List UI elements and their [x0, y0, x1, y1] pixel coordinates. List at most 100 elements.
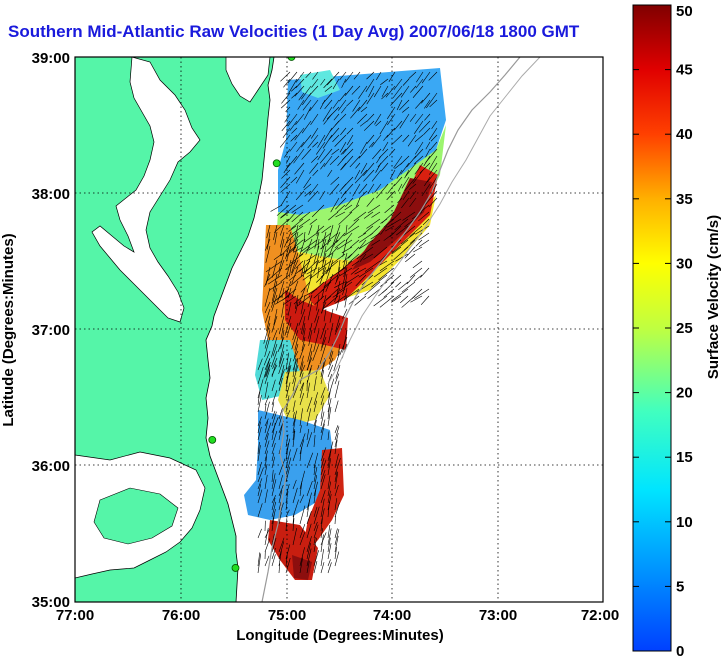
velocity-vector	[309, 218, 318, 225]
velocity-vector	[276, 280, 285, 304]
velocity-vector	[323, 78, 333, 89]
velocity-vector	[294, 357, 299, 373]
velocity-vector	[337, 239, 353, 250]
bathymetry-contour	[261, 57, 521, 602]
velocity-vector	[338, 259, 341, 272]
velocity-vector	[303, 183, 312, 191]
velocity-vector	[392, 288, 409, 301]
velocity-vector	[373, 85, 382, 98]
velocity-vector	[363, 120, 375, 131]
velocity-vector	[401, 281, 416, 293]
velocity-vector	[287, 113, 298, 127]
velocity-vector	[359, 190, 368, 199]
velocity-vector	[281, 120, 291, 132]
velocity-vector	[391, 246, 402, 255]
velocity-vector	[386, 127, 396, 138]
velocity-vector	[313, 488, 317, 504]
velocity-vector	[264, 273, 271, 287]
velocity-vector	[395, 253, 409, 262]
velocity-vector	[264, 440, 270, 455]
velocity-vector	[366, 113, 375, 122]
velocity-vector	[420, 267, 430, 278]
velocity-vector	[429, 141, 438, 151]
velocity-vector	[418, 120, 431, 133]
x-tick-label: 72:00	[581, 607, 619, 624]
velocity-vector	[384, 225, 395, 232]
velocity-vector	[271, 422, 276, 441]
velocity-vector	[293, 238, 299, 252]
velocity-vector	[264, 336, 271, 357]
velocity-vector	[414, 148, 424, 159]
velocity-vector	[309, 267, 325, 279]
pamlico-sound-land	[93, 487, 179, 545]
velocity-vector	[294, 162, 305, 175]
velocity-vector	[285, 238, 292, 260]
velocity-vector	[367, 204, 381, 214]
velocity-vector	[270, 204, 283, 212]
velocity-vector	[409, 183, 417, 190]
velocity-vector	[292, 518, 295, 532]
velocity-vector	[264, 474, 268, 490]
velocity-vector	[278, 563, 281, 574]
velocity-vector	[334, 439, 338, 455]
velocity-vector	[386, 190, 396, 201]
velocity-vector	[257, 394, 262, 413]
velocity-vector	[306, 428, 310, 441]
velocity-vector	[257, 552, 261, 567]
velocity-vector	[327, 562, 332, 574]
velocity-vector	[285, 518, 288, 532]
velocity-vector	[334, 528, 338, 539]
velocity-vector	[313, 537, 317, 553]
velocity-vector	[317, 134, 326, 148]
velocity-vector	[328, 245, 334, 258]
y-tick-label: 39:00	[32, 50, 70, 67]
velocity-vector	[277, 336, 285, 352]
velocity-vector	[302, 322, 306, 335]
velocity-vector	[321, 329, 327, 348]
velocity-vector	[342, 329, 348, 353]
velocity-vector	[292, 429, 295, 441]
velocity-patch-red-core	[300, 165, 438, 310]
velocity-vector	[340, 148, 347, 155]
velocity-vector	[292, 322, 299, 341]
velocity-vector	[387, 183, 396, 194]
velocity-vector	[292, 479, 297, 490]
velocity-vector	[299, 547, 305, 567]
velocity-vector	[396, 169, 403, 179]
velocity-vector	[257, 391, 261, 406]
velocity-vector	[271, 410, 276, 420]
velocity-vector	[271, 456, 276, 469]
velocity-vector	[344, 294, 348, 308]
velocity-vector	[424, 176, 431, 187]
velocity-vector	[307, 190, 319, 202]
velocity-vector	[320, 474, 326, 490]
velocity-vector	[298, 218, 311, 228]
velocity-vector	[321, 301, 327, 314]
velocity-vector	[274, 231, 278, 245]
velocity-vector	[271, 442, 276, 455]
velocity-vector	[271, 411, 277, 427]
velocity-vector	[331, 148, 340, 155]
velocity-vector	[334, 426, 340, 441]
velocity-vector	[291, 127, 298, 134]
velocity-vector	[313, 550, 319, 567]
velocity-vector	[327, 378, 335, 399]
velocity-vector	[320, 457, 325, 469]
velocity-vector	[278, 484, 284, 497]
velocity-vector	[404, 169, 410, 179]
velocity-vector	[320, 562, 325, 574]
velocity-vector	[299, 557, 303, 574]
velocity-vector	[321, 280, 327, 300]
velocity-vector	[280, 246, 290, 257]
velocity-vector	[280, 329, 285, 349]
velocity-vector	[264, 301, 271, 314]
velocity-vector	[327, 537, 331, 553]
velocity-vector	[320, 238, 327, 258]
velocity-vector	[320, 402, 324, 420]
velocity-vector	[272, 357, 278, 370]
velocity-vector	[363, 162, 375, 176]
velocity-vector	[360, 106, 368, 113]
velocity-vector	[357, 232, 367, 239]
velocity-vector	[340, 162, 347, 171]
velocity-vector	[393, 246, 409, 261]
